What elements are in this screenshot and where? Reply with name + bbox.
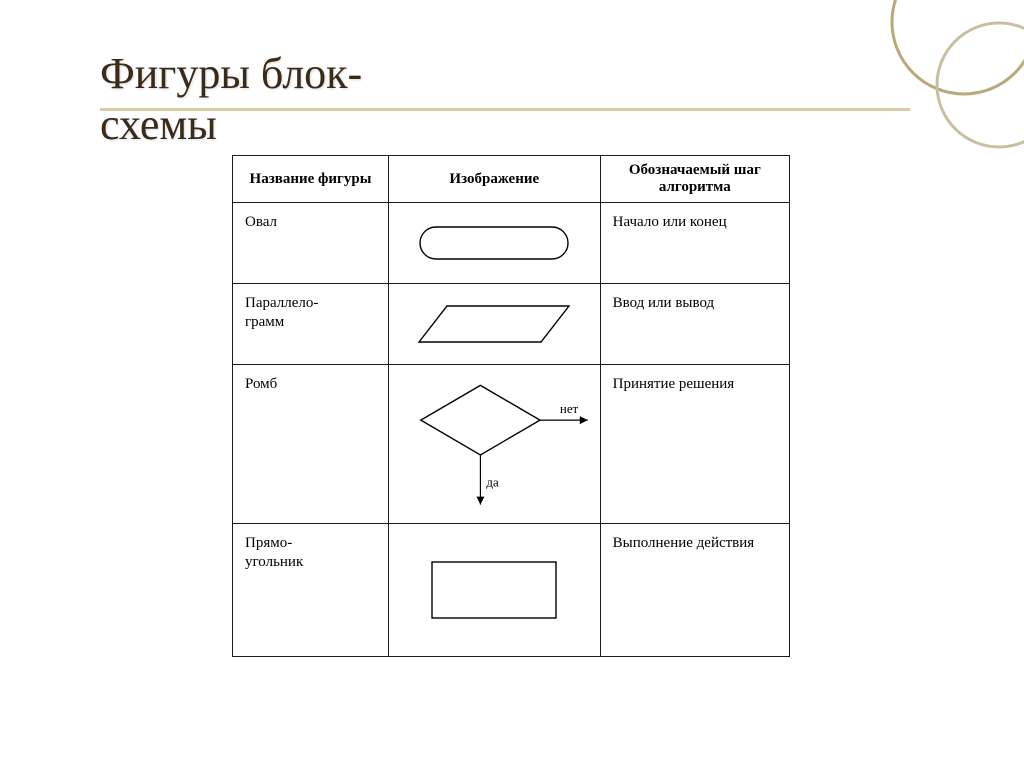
table-row: Параллело-грамм Ввод или вывод bbox=[233, 284, 790, 365]
flowchart-shapes-table: Название фигуры Изображение Обозначаемый… bbox=[232, 155, 790, 657]
shape-meaning: Ввод или вывод bbox=[601, 284, 789, 323]
header-meaning: Обозначаемый шаг алгоритма bbox=[600, 156, 789, 203]
header-image: Изображение bbox=[388, 156, 600, 203]
table-row: Ромб нет да bbox=[233, 365, 790, 524]
shape-image-parallelogram bbox=[389, 284, 600, 364]
table-row: Прямо-угольник Выполнение действия bbox=[233, 524, 790, 657]
shape-image-rectangle bbox=[389, 524, 600, 656]
shape-name: Параллело-грамм bbox=[233, 284, 388, 342]
shape-name: Овал bbox=[233, 203, 388, 242]
shape-meaning: Выполнение действия bbox=[601, 524, 789, 563]
table-row: Овал Начало или конец bbox=[233, 203, 790, 284]
label-no: нет bbox=[560, 401, 579, 416]
shape-image-oval bbox=[389, 203, 600, 283]
title-underline bbox=[100, 108, 910, 111]
shape-meaning: Принятие решения bbox=[601, 365, 789, 404]
corner-decoration bbox=[824, 0, 1024, 180]
shape-name: Ромб bbox=[233, 365, 388, 404]
page-title: Фигуры блок-схемы bbox=[100, 48, 362, 150]
flowchart-shapes-table-wrap: Название фигуры Изображение Обозначаемый… bbox=[232, 155, 790, 657]
table-header-row: Название фигуры Изображение Обозначаемый… bbox=[233, 156, 790, 203]
shape-image-rhombus: нет да bbox=[389, 365, 600, 521]
shape-meaning: Начало или конец bbox=[601, 203, 789, 242]
header-name: Название фигуры bbox=[233, 156, 389, 203]
shape-name: Прямо-угольник bbox=[233, 524, 388, 582]
label-yes: да bbox=[486, 475, 499, 490]
